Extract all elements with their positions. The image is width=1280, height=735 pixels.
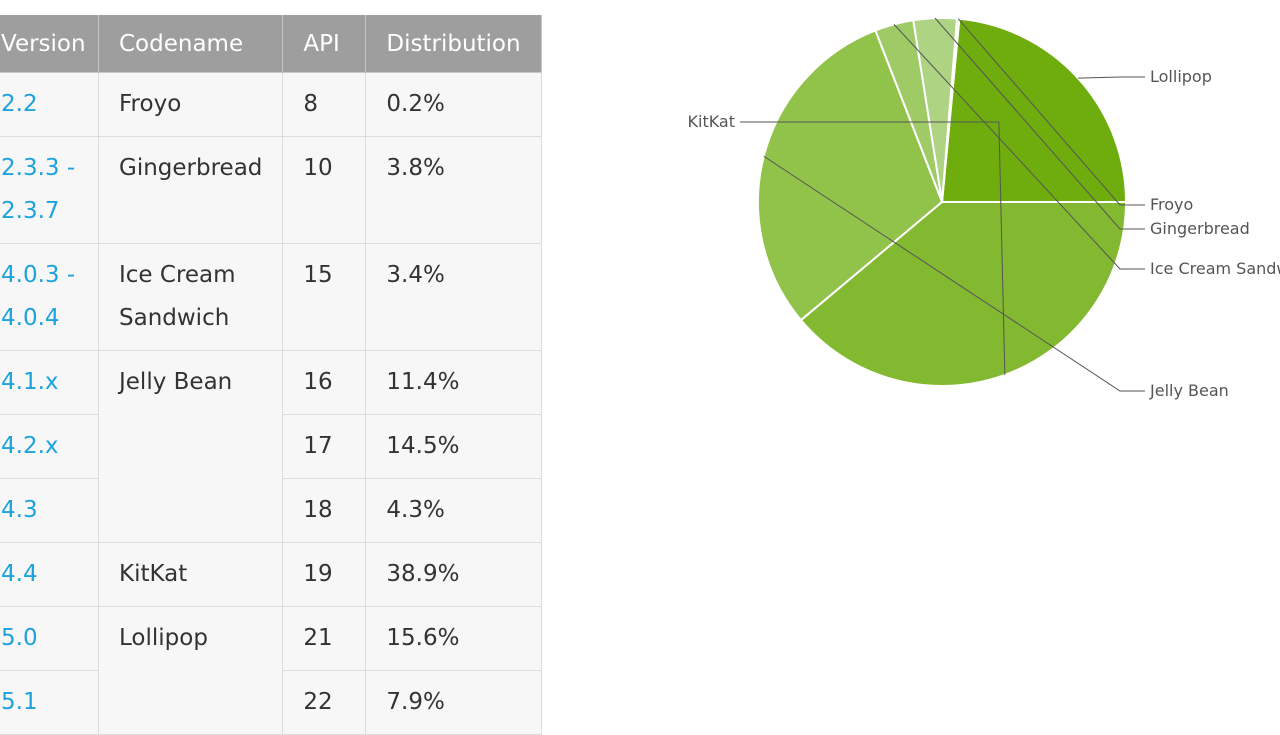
codename-cell: Jelly Bean [97, 350, 284, 543]
pie-label-ice-cream-sandwich: Ice Cream Sandwich [1150, 259, 1280, 278]
table-header-row: Version Codename API Distribution [0, 15, 543, 73]
pie-leader-line [934, 17, 1145, 230]
codename-cell: Gingerbread [97, 136, 284, 244]
distribution-cell: 7.9% [365, 670, 543, 735]
pie-label-gingerbread: Gingerbread [1150, 219, 1250, 238]
table-row: 4.0.3 - 4.0.4 Ice Cream Sandwich 15 3.4% [0, 243, 543, 351]
table-row: 2.2 Froyo 8 0.2% [0, 72, 543, 137]
pie-slice-lollipop [940, 17, 1128, 203]
api-cell: 19 [282, 542, 367, 607]
pie-leader-line [957, 18, 1145, 206]
pie-label-froyo: Froyo [1150, 195, 1193, 214]
header-api: API [282, 15, 367, 73]
distribution-cell: 11.4% [365, 350, 543, 415]
codename-cell: KitKat [97, 542, 284, 607]
api-cell: 15 [282, 243, 367, 351]
pie-chart-container: Lollipop Froyo Gingerbread Ice Cream Sandwi… [560, 0, 1280, 720]
distribution-cell: 15.6% [365, 606, 543, 671]
codename-cell: Froyo [97, 72, 284, 137]
version-link[interactable]: 5.1 [0, 670, 99, 735]
distribution-cell: 0.2% [365, 72, 543, 137]
table-row: 2.3.3 - 2.3.7 Gingerbread 10 3.8% [0, 136, 543, 244]
pie-label-jelly-bean: Jelly Bean [1149, 381, 1229, 400]
version-link[interactable]: 4.1.x [0, 350, 99, 415]
header-distribution: Distribution [365, 15, 543, 73]
api-cell: 21 [282, 606, 367, 671]
api-cell: 17 [282, 414, 367, 479]
version-link[interactable]: 5.0 [0, 606, 99, 671]
pie-label-lollipop: Lollipop [1150, 67, 1212, 86]
api-cell: 16 [282, 350, 367, 415]
version-link[interactable]: 4.0.3 - 4.0.4 [0, 243, 99, 351]
api-cell: 10 [282, 136, 367, 244]
pie-label-kitkat: KitKat [688, 112, 736, 131]
version-link[interactable]: 2.3.3 - 2.3.7 [0, 136, 99, 244]
distribution-cell: 3.4% [365, 243, 543, 351]
version-link[interactable]: 2.2 [0, 72, 99, 137]
api-cell: 22 [282, 670, 367, 735]
table-row: 5.0 Lollipop 21 15.6% [0, 606, 543, 735]
header-codename: Codename [97, 15, 284, 73]
table-row: 4.1.x Jelly Bean 16 11.4% [0, 350, 543, 543]
codename-cell: Ice Cream Sandwich [97, 243, 284, 351]
pie-leader-line [893, 24, 1145, 270]
api-cell: 18 [282, 478, 367, 543]
pie-leader-line [1078, 76, 1145, 79]
pie-chart: Lollipop Froyo Gingerbread Ice Cream Sandwi… [688, 17, 1280, 400]
version-link[interactable]: 4.3 [0, 478, 99, 543]
table-row: 4.3 18 4.3% [0, 478, 543, 543]
distribution-cell: 38.9% [365, 542, 543, 607]
distribution-cell: 3.8% [365, 136, 543, 244]
table-row: 4.4 KitKat 19 38.9% [0, 542, 543, 607]
pie-leader-line [740, 121, 1006, 375]
pie-leader-line [763, 155, 1145, 392]
version-link[interactable]: 4.2.x [0, 414, 99, 479]
distribution-table: Version Codename API Distribution 2.2 Fr… [0, 15, 543, 735]
header-version: Version [0, 15, 99, 73]
codename-cell: Lollipop [97, 606, 284, 735]
version-link[interactable]: 4.4 [0, 542, 99, 607]
distribution-cell: 4.3% [365, 478, 543, 543]
api-cell: 8 [282, 72, 367, 137]
table-row: 4.2.x 17 14.5% [0, 414, 543, 479]
distribution-cell: 14.5% [365, 414, 543, 479]
